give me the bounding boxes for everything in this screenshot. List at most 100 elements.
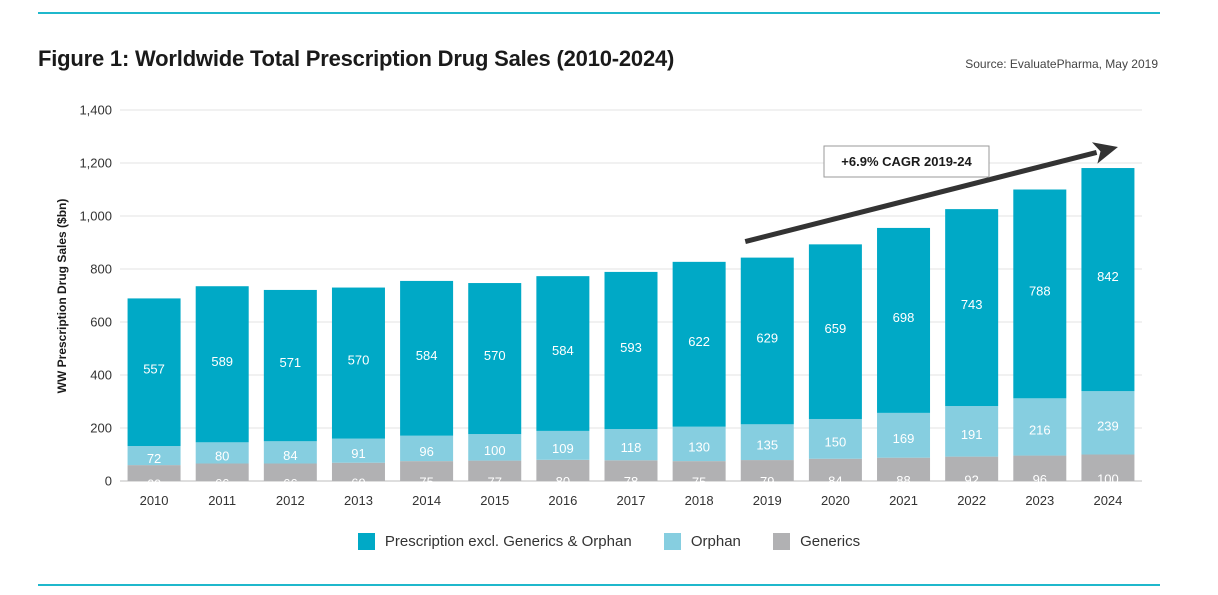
data-label-prescription: 589 bbox=[211, 354, 233, 369]
bar-orphan bbox=[195, 442, 249, 464]
data-label-prescription: 788 bbox=[1029, 283, 1051, 298]
data-label-generics: 75 bbox=[692, 475, 706, 490]
bar-generics bbox=[604, 460, 658, 481]
bar-prescription bbox=[808, 244, 862, 419]
bar-orphan bbox=[672, 426, 726, 462]
bar-generics bbox=[808, 458, 862, 481]
bar-prescription bbox=[400, 280, 454, 436]
data-label-generics: 84 bbox=[828, 473, 842, 488]
bar-orphan bbox=[127, 446, 181, 466]
y-tick-label: 0 bbox=[105, 474, 112, 489]
data-label-orphan: 100 bbox=[484, 443, 506, 458]
y-tick-label: 1,200 bbox=[79, 156, 112, 171]
cagr-arrow-shaft bbox=[744, 149, 1098, 245]
bar-prescription bbox=[604, 271, 658, 430]
bar-orphan bbox=[331, 438, 385, 463]
data-label-generics: 100 bbox=[1097, 471, 1119, 486]
bar-orphan bbox=[400, 435, 454, 462]
data-label-generics: 96 bbox=[1033, 472, 1047, 487]
bar-prescription bbox=[1013, 189, 1067, 399]
data-label-generics: 80 bbox=[556, 474, 570, 489]
source-note: Source: EvaluatePharma, May 2019 bbox=[965, 57, 1158, 71]
legend-label-prescription: Prescription excl. Generics & Orphan bbox=[384, 533, 632, 550]
bar-generics bbox=[127, 465, 181, 481]
data-label-prescription: 743 bbox=[961, 297, 983, 312]
bar-orphan bbox=[1013, 398, 1067, 456]
data-label-generics: 77 bbox=[487, 474, 501, 489]
data-label-prescription: 571 bbox=[279, 355, 301, 370]
data-label-generics: 88 bbox=[896, 473, 910, 488]
bar-prescription bbox=[127, 298, 181, 447]
data-label-orphan: 118 bbox=[621, 440, 642, 455]
data-label-prescription: 584 bbox=[416, 348, 438, 363]
bar-orphan bbox=[536, 430, 590, 460]
legend-label-orphan: Orphan bbox=[690, 533, 741, 550]
bar-generics bbox=[400, 461, 454, 481]
cagr-annotation-text: +6.9% CAGR 2019-24 bbox=[841, 154, 972, 169]
x-tick-label: 2020 bbox=[821, 493, 850, 508]
bar-generics bbox=[331, 462, 385, 481]
data-label-generics: 60 bbox=[147, 477, 161, 492]
data-label-generics: 69 bbox=[351, 475, 365, 490]
bar-prescription bbox=[945, 209, 999, 407]
bar-orphan bbox=[945, 406, 999, 457]
stacked-bar-chart: 0 200 400 600 800 1,000 1,200 1,400 WW Prescript… bbox=[55, 103, 1142, 508]
y-tick-label: 800 bbox=[90, 262, 112, 277]
data-label-orphan: 84 bbox=[283, 448, 297, 463]
data-label-prescription: 622 bbox=[688, 334, 710, 349]
legend-swatch-orphan bbox=[663, 533, 681, 550]
bar-prescription bbox=[536, 276, 590, 431]
data-label-prescription: 842 bbox=[1097, 269, 1119, 284]
data-label-generics: 66 bbox=[283, 476, 297, 491]
x-tick-label: 2021 bbox=[889, 493, 918, 508]
data-label-prescription: 698 bbox=[893, 310, 915, 325]
data-label-prescription: 557 bbox=[143, 362, 165, 377]
data-label-prescription: 659 bbox=[825, 321, 847, 336]
y-tick-label: 1,400 bbox=[79, 103, 112, 118]
y-axis-label: WW Prescription Drug Sales ($bn) bbox=[55, 199, 69, 394]
legend-item-generics: Generics bbox=[773, 533, 860, 550]
bar-generics bbox=[877, 457, 931, 481]
data-label-prescription: 629 bbox=[756, 330, 778, 345]
x-tick-label: 2015 bbox=[480, 493, 509, 508]
data-label-generics: 92 bbox=[964, 472, 978, 487]
bar-prescription bbox=[331, 287, 385, 439]
bar-orphan bbox=[468, 434, 522, 461]
x-tick-label: 2013 bbox=[344, 493, 373, 508]
bar-prescription bbox=[468, 283, 522, 435]
data-label-orphan: 169 bbox=[893, 431, 915, 446]
data-label-orphan: 191 bbox=[961, 427, 983, 442]
bar-orphan bbox=[263, 441, 317, 464]
bar-generics bbox=[1081, 454, 1135, 481]
data-label-prescription: 584 bbox=[552, 343, 574, 358]
x-tick-label: 2024 bbox=[1093, 493, 1122, 508]
bar-orphan bbox=[1081, 391, 1135, 455]
data-label-orphan: 91 bbox=[351, 446, 365, 461]
data-label-orphan: 72 bbox=[147, 451, 161, 466]
data-label-orphan: 239 bbox=[1097, 418, 1119, 433]
bar-generics bbox=[1013, 455, 1067, 481]
bar-generics bbox=[263, 463, 317, 481]
x-tick-label: 2016 bbox=[548, 493, 577, 508]
data-label-generics: 78 bbox=[624, 474, 638, 489]
bottom-rule bbox=[38, 584, 1160, 586]
bar-prescription bbox=[1081, 168, 1135, 392]
legend-item-prescription: Prescription excl. Generics & Orphan bbox=[357, 533, 632, 550]
bar-generics bbox=[740, 460, 794, 481]
bar-generics bbox=[468, 460, 522, 481]
data-label-generics: 75 bbox=[419, 475, 433, 490]
x-tick-label: 2010 bbox=[140, 493, 169, 508]
x-tick-label: 2017 bbox=[617, 493, 646, 508]
x-tick-label: 2022 bbox=[957, 493, 986, 508]
bar-generics bbox=[672, 461, 726, 481]
bar-orphan bbox=[808, 418, 862, 459]
data-label-prescription: 593 bbox=[620, 340, 642, 355]
data-label-orphan: 96 bbox=[419, 444, 433, 459]
data-label-prescription: 570 bbox=[348, 353, 370, 368]
bar-orphan bbox=[740, 424, 794, 461]
data-label-generics: 79 bbox=[760, 474, 774, 489]
bar-prescription bbox=[877, 227, 931, 413]
bar-generics bbox=[945, 456, 999, 481]
bar-generics bbox=[195, 463, 249, 481]
cagr-annotation-box bbox=[823, 145, 990, 178]
